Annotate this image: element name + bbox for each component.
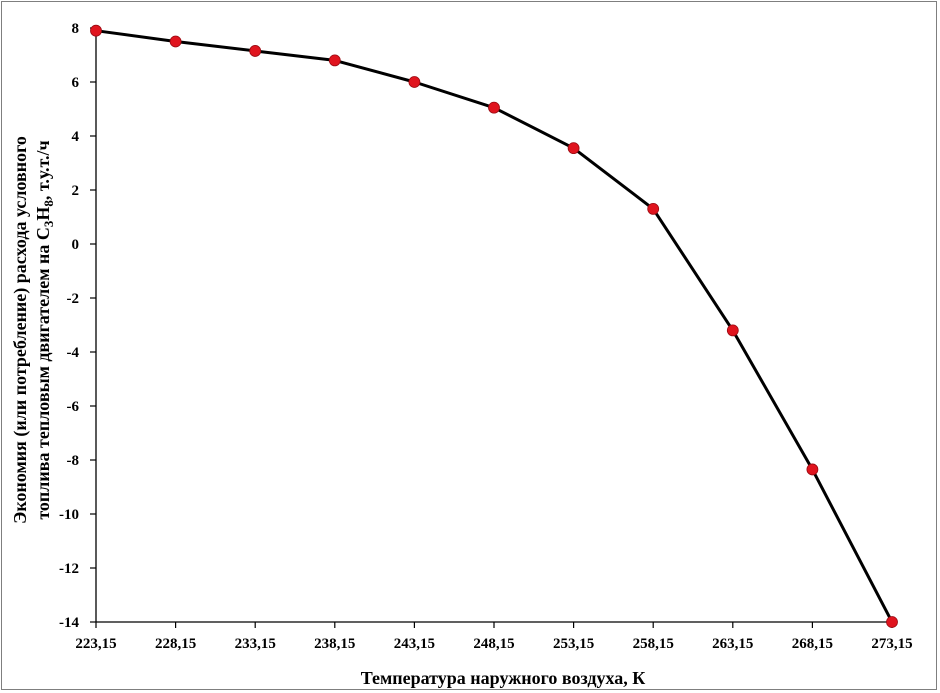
- ylabel-sub2: 8: [41, 200, 56, 207]
- y-tick-label: -14: [59, 615, 79, 631]
- ylabel-mid: H: [33, 207, 53, 221]
- x-ticks: 223,15 228,15 233,15 238,15 243,15 248,15 253,…: [75, 622, 913, 652]
- x-tick-label: 248,15: [473, 636, 514, 652]
- ylabel-prefix: топлива тепловым двигателем на C: [33, 227, 53, 520]
- y-axis-title-2: топлива тепловым двигателем на C3H8, т.у…: [33, 140, 56, 519]
- y-tick-label: 2: [72, 183, 80, 199]
- x-tick-label: 233,15: [235, 636, 276, 652]
- y-ticks: 8 6 4 2 0 -2 -4 -6 -8 -10 -12 -14: [59, 21, 96, 631]
- data-point: [90, 24, 102, 37]
- x-tick-label: 223,15: [75, 636, 116, 652]
- y-tick-label: 4: [72, 129, 80, 145]
- series-line: [95, 29, 894, 623]
- ylabel-suffix: , т.у.т./ч: [33, 140, 53, 200]
- x-tick-label: 253,15: [553, 636, 594, 652]
- data-point: [567, 142, 580, 155]
- data-point: [726, 324, 739, 337]
- y-tick-label: -12: [59, 561, 79, 577]
- x-tick-label: 258,15: [633, 636, 674, 652]
- data-point: [408, 76, 421, 88]
- axes: [95, 28, 892, 623]
- x-tick-label: 263,15: [712, 636, 753, 652]
- y-tick-label: 6: [72, 75, 80, 91]
- y-tick-label: 0: [72, 237, 80, 253]
- x-tick-label: 273,15: [871, 636, 912, 652]
- y-tick-label: 8: [72, 21, 80, 37]
- x-tick-label: 228,15: [155, 636, 196, 652]
- y-tick-label: -10: [59, 507, 79, 523]
- y-tick-label: -4: [67, 345, 80, 361]
- y-axis-title: Экономия (или потребление) расхода услов…: [10, 136, 31, 524]
- y-tick-label: -8: [67, 453, 80, 469]
- y-tick-label: -2: [67, 291, 80, 307]
- ylabel-sub1: 3: [41, 220, 56, 227]
- x-tick-label: 243,15: [394, 636, 435, 652]
- y-axis-title-line1: Экономия (или потребление) расхода услов…: [10, 136, 31, 524]
- data-point: [647, 202, 660, 215]
- y-axis-title-line2: топлива тепловым двигателем на C3H8, т.у…: [33, 140, 56, 519]
- x-tick-label: 268,15: [792, 636, 833, 652]
- x-axis-title: Температура наружного воздуха, К: [361, 668, 646, 688]
- data-point: [886, 616, 898, 628]
- data-point: [169, 35, 182, 48]
- data-point: [806, 463, 819, 476]
- data-point: [488, 101, 500, 114]
- data-point: [249, 45, 262, 57]
- data-point: [328, 54, 341, 67]
- y-tick-label: -6: [67, 399, 80, 415]
- x-tick-label: 238,15: [314, 636, 355, 652]
- series: [90, 24, 898, 628]
